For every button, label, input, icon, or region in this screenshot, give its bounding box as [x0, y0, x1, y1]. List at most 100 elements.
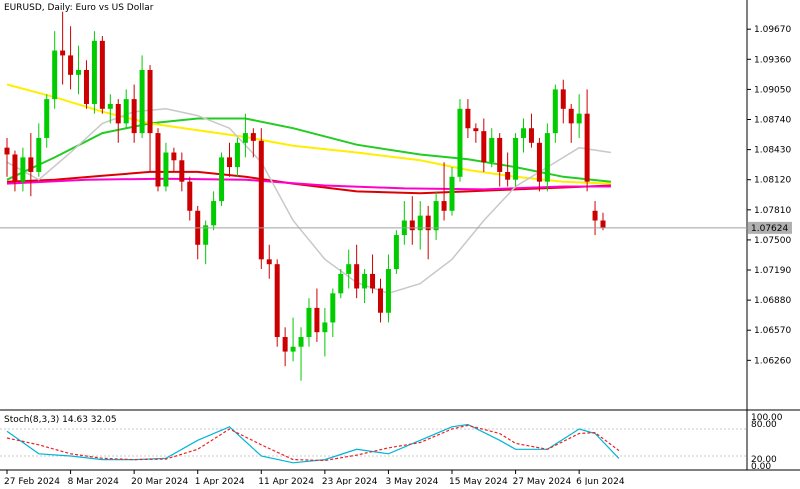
time-tick-label: 20 Mar 2024: [131, 477, 188, 485]
price-tick-label: 1.07500: [754, 236, 791, 246]
candle-body: [306, 307, 312, 338]
price-tick-label: 1.06260: [754, 356, 791, 366]
candle-body: [147, 69, 153, 134]
time-tick-label: 6 Jun 2024: [576, 477, 625, 485]
candle-body: [76, 69, 82, 75]
price-axis: 1.09670 1.09360 1.09050 1.08740 1.08430 1.081…: [747, 25, 791, 366]
current-price-label: 1.07624: [751, 224, 788, 234]
candle-body: [115, 103, 121, 124]
candle-body: [4, 147, 10, 155]
time-tick-label: 23 Apr 2024: [322, 477, 378, 485]
price-tick-label: 1.09050: [754, 85, 791, 95]
candle-body: [536, 142, 542, 182]
candle-body: [20, 157, 26, 182]
price-tick-label: 1.07810: [754, 206, 791, 216]
candle-body: [584, 113, 590, 182]
candle-body: [219, 157, 225, 202]
price-tick-label: 1.08430: [754, 146, 791, 156]
candle-body: [489, 137, 495, 163]
candle-body: [274, 264, 280, 338]
candle-body: [393, 235, 399, 270]
price-tick-label: 1.09670: [754, 25, 791, 35]
candle-body: [250, 133, 256, 141]
candle-body: [123, 99, 129, 124]
candle-body: [163, 152, 169, 187]
time-tick-label: 27 Feb 2024: [4, 477, 60, 485]
candle-body: [441, 201, 447, 211]
candle-body: [107, 103, 113, 109]
price-tick-label: 1.07190: [754, 266, 791, 276]
candle-body: [266, 259, 272, 265]
stochastic-oscillator: [0, 423, 747, 464]
candle-body: [258, 140, 264, 260]
candle-body: [473, 128, 479, 132]
price-tick-label: 1.08740: [754, 116, 791, 126]
candle-body: [600, 220, 606, 228]
candle-body: [449, 176, 455, 211]
candle-body: [203, 225, 209, 245]
candle-body: [242, 133, 248, 143]
stoch-series-line: [6, 424, 620, 462]
stoch-series-line: [6, 423, 620, 464]
current-price-badge: [748, 221, 792, 234]
candle-body: [576, 113, 582, 124]
candle-body: [60, 50, 66, 56]
candle-body: [314, 307, 320, 333]
candle-body: [12, 154, 18, 182]
candle-body: [227, 157, 233, 168]
time-tick-label: 11 Apr 2024: [258, 477, 314, 485]
candle-body: [521, 128, 527, 138]
candle-body: [481, 131, 487, 163]
candle-body: [346, 264, 352, 274]
stoch-axis-20: 20.00: [751, 455, 777, 465]
candle-body: [465, 108, 471, 129]
candle-body: [131, 99, 137, 134]
price-tick-label: 1.06570: [754, 326, 791, 336]
candle-body: [417, 215, 423, 231]
candle-body: [370, 273, 376, 289]
chart-title: EURUSD, Daily: Euro vs US Dollar: [4, 3, 154, 13]
candle-body: [298, 337, 304, 347]
moving-average-line: [6, 177, 611, 191]
stoch-axis-0: 0.00: [751, 462, 771, 472]
time-tick-label: 15 May 2024: [449, 477, 508, 485]
candle-body: [28, 157, 34, 172]
stoch-axis-100: 100.00: [751, 413, 783, 423]
candle-body: [362, 273, 368, 289]
price-tick-label: 1.06880: [754, 296, 791, 306]
time-tick-label: 8 Mar 2024: [68, 477, 120, 485]
candle-body: [497, 137, 503, 172]
candle-body: [568, 108, 574, 124]
time-tick-label: 3 May 2024: [385, 477, 438, 485]
candle-body: [377, 288, 383, 313]
time-axis: 27 Feb 2024 8 Mar 2024 20 Mar 2024 1 Apr 20…: [4, 470, 625, 487]
candle-body: [425, 215, 431, 231]
candle-body: [187, 181, 193, 211]
candle-body: [211, 201, 217, 226]
candle-body: [282, 337, 288, 352]
price-tick-label: 1.09360: [754, 55, 791, 65]
time-tick-label: 27 May 2024: [513, 477, 572, 485]
candle-body: [457, 108, 463, 177]
candle-body: [560, 89, 566, 109]
stoch-axis-80: 80.00: [751, 420, 777, 430]
candle-body: [505, 171, 511, 180]
candle-body: [36, 137, 42, 172]
candle-body: [290, 346, 296, 352]
candle-body: [139, 69, 145, 134]
candle-body: [552, 89, 558, 134]
candles: [4, 11, 606, 381]
candle-body: [592, 210, 598, 221]
candle-body: [68, 55, 74, 75]
candle-body: [83, 69, 89, 104]
candle-body: [171, 152, 177, 161]
candle-body: [354, 264, 360, 289]
candle-body: [330, 293, 336, 323]
stoch-label: Stoch(8,3,3) 14.63 32.05: [4, 415, 117, 425]
candle-body: [513, 137, 519, 180]
candle-body: [44, 99, 50, 138]
candle-body: [91, 40, 97, 104]
time-tick-label: 1 Apr 2024: [195, 477, 245, 485]
price-tick-label: 1.08120: [754, 176, 791, 186]
